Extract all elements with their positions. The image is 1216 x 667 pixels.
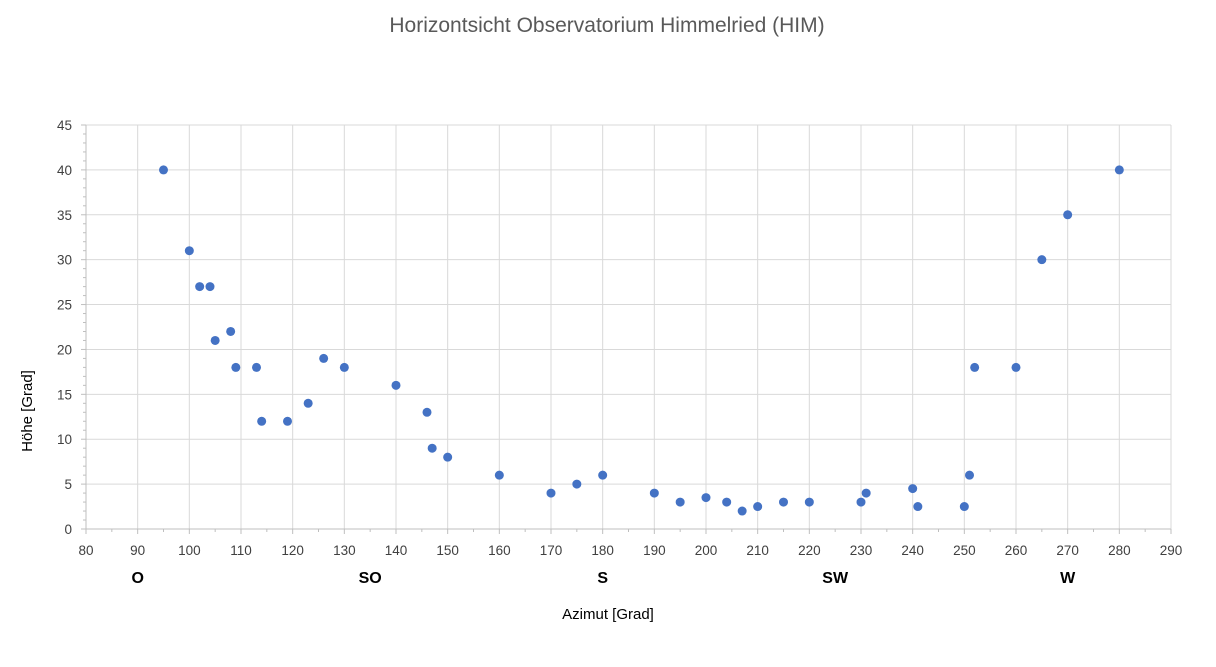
x-tick-label: 290 (1160, 543, 1183, 558)
y-tick-label: 25 (57, 298, 72, 313)
data-point (722, 497, 732, 507)
data-point (675, 497, 685, 507)
x-tick-label: 260 (1005, 543, 1028, 558)
data-point (861, 488, 871, 498)
x-tick-label: 210 (746, 543, 769, 558)
data-point (231, 362, 241, 372)
data-point (649, 488, 659, 498)
data-point (913, 502, 923, 512)
y-tick-label: 35 (57, 208, 72, 223)
x-axis-label: Azimut [Grad] (562, 606, 654, 623)
data-point (598, 470, 608, 480)
data-point (422, 407, 432, 417)
direction-label: SW (822, 570, 849, 587)
direction-labels: O SO S SW W (131, 570, 1076, 587)
direction-label: SO (359, 570, 382, 587)
data-point (856, 497, 866, 507)
data-point (195, 282, 205, 292)
x-tick-label: 250 (953, 543, 976, 558)
data-point (737, 506, 747, 516)
data-point (1114, 165, 1124, 175)
x-tick-label: 160 (488, 543, 511, 558)
data-point (339, 362, 349, 372)
data-point (252, 362, 261, 372)
data-point (546, 488, 556, 498)
y-axis-label: Höhe [Grad] (19, 370, 36, 452)
data-point (804, 497, 814, 507)
chart-title: Horizontsicht Observatorium Himmelried (… (389, 14, 824, 37)
y-tick-label: 5 (64, 477, 72, 492)
x-tick-label: 200 (695, 543, 718, 558)
data-point (970, 362, 980, 372)
data-point (908, 484, 918, 494)
x-tick-label: 270 (1056, 543, 1079, 558)
x-tick-label: 230 (850, 543, 873, 558)
x-tick-label: 100 (178, 543, 201, 558)
data-point (1063, 210, 1073, 220)
data-point (210, 335, 220, 345)
x-tick-labels: 80 90 100 110 120 130 140 150 160 170 180 190 200 210… (78, 543, 1182, 558)
y-tick-label: 40 (57, 163, 72, 178)
x-tick-label: 80 (78, 543, 93, 558)
x-tick-label: 190 (643, 543, 666, 558)
data-point (443, 452, 453, 462)
data-point (959, 502, 969, 512)
y-tick-label: 10 (57, 432, 72, 447)
x-tick-label: 140 (385, 543, 408, 558)
data-point (226, 326, 236, 336)
data-points (159, 165, 1124, 516)
direction-label: S (597, 570, 608, 587)
x-tick-label: 150 (436, 543, 459, 558)
data-point (1011, 362, 1021, 372)
data-point (184, 246, 194, 256)
x-tick-label: 180 (591, 543, 614, 558)
x-tick-label: 90 (130, 543, 145, 558)
y-tick-label: 20 (57, 342, 72, 357)
data-point (257, 416, 267, 426)
gridlines (86, 124, 1172, 529)
data-point (494, 470, 504, 480)
data-point (427, 443, 437, 453)
direction-label: W (1060, 570, 1076, 587)
y-tick-label: 45 (57, 118, 72, 133)
axes (81, 124, 1172, 534)
x-tick-label: 280 (1108, 543, 1131, 558)
x-tick-label: 220 (798, 543, 821, 558)
y-tick-label: 15 (57, 387, 72, 402)
y-tick-label: 30 (57, 253, 72, 268)
x-tick-label: 110 (230, 543, 252, 558)
data-point (753, 502, 763, 512)
x-tick-label: 120 (281, 543, 304, 558)
data-point (701, 493, 711, 503)
data-point (779, 497, 788, 507)
direction-label: O (131, 570, 143, 587)
data-point (965, 470, 974, 480)
data-point (1037, 255, 1047, 265)
y-tick-label: 0 (64, 522, 72, 537)
x-tick-label: 240 (901, 543, 924, 558)
data-point (572, 479, 582, 489)
y-tick-labels: 0 5 10 15 20 25 30 35 40 45 (57, 118, 72, 537)
data-point (391, 380, 401, 390)
x-tick-label: 170 (540, 543, 563, 558)
data-point (319, 353, 329, 363)
data-point (159, 165, 168, 175)
data-point (303, 398, 313, 408)
data-point (205, 282, 215, 292)
data-point (283, 416, 292, 426)
x-tick-label: 130 (333, 543, 356, 558)
